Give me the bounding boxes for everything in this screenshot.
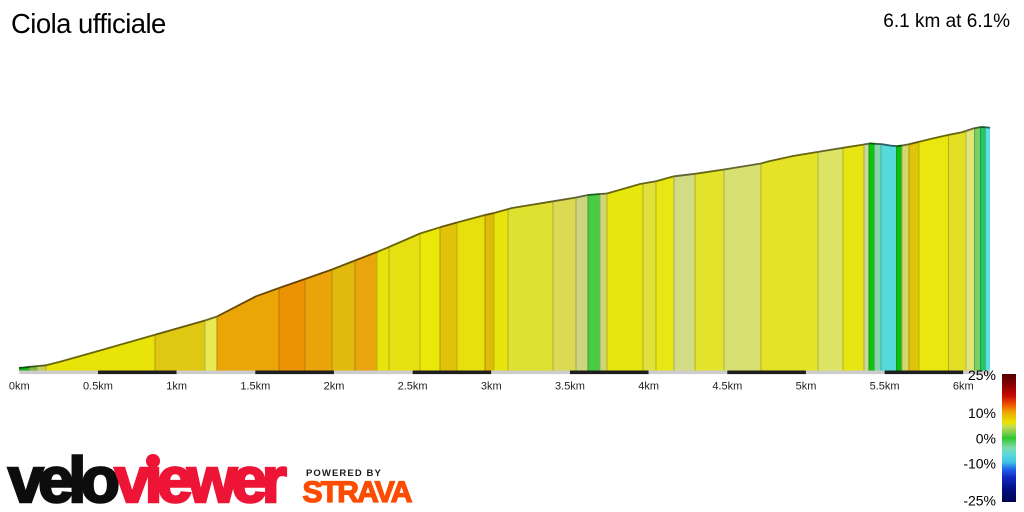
svg-text:3km: 3km [481,381,502,393]
svg-text:5km: 5km [796,381,817,393]
svg-text:5.5km: 5.5km [870,381,900,393]
svg-text:1km: 1km [166,381,187,393]
svg-text:6km: 6km [953,381,974,393]
svg-text:-10%: -10% [963,455,996,471]
svg-text:-25%: -25% [963,492,996,508]
svg-text:2.5km: 2.5km [398,381,428,393]
svg-text:4km: 4km [638,381,659,393]
svg-text:2km: 2km [324,381,345,393]
svg-text:0km: 0km [9,381,30,393]
svg-text:4.5km: 4.5km [712,381,742,393]
svg-text:3.5km: 3.5km [555,381,585,393]
svg-text:25%: 25% [968,367,996,383]
svg-text:1.5km: 1.5km [240,381,270,393]
svg-text:0.5km: 0.5km [83,381,113,393]
svg-text:0%: 0% [976,430,996,446]
svg-text:10%: 10% [968,405,996,421]
